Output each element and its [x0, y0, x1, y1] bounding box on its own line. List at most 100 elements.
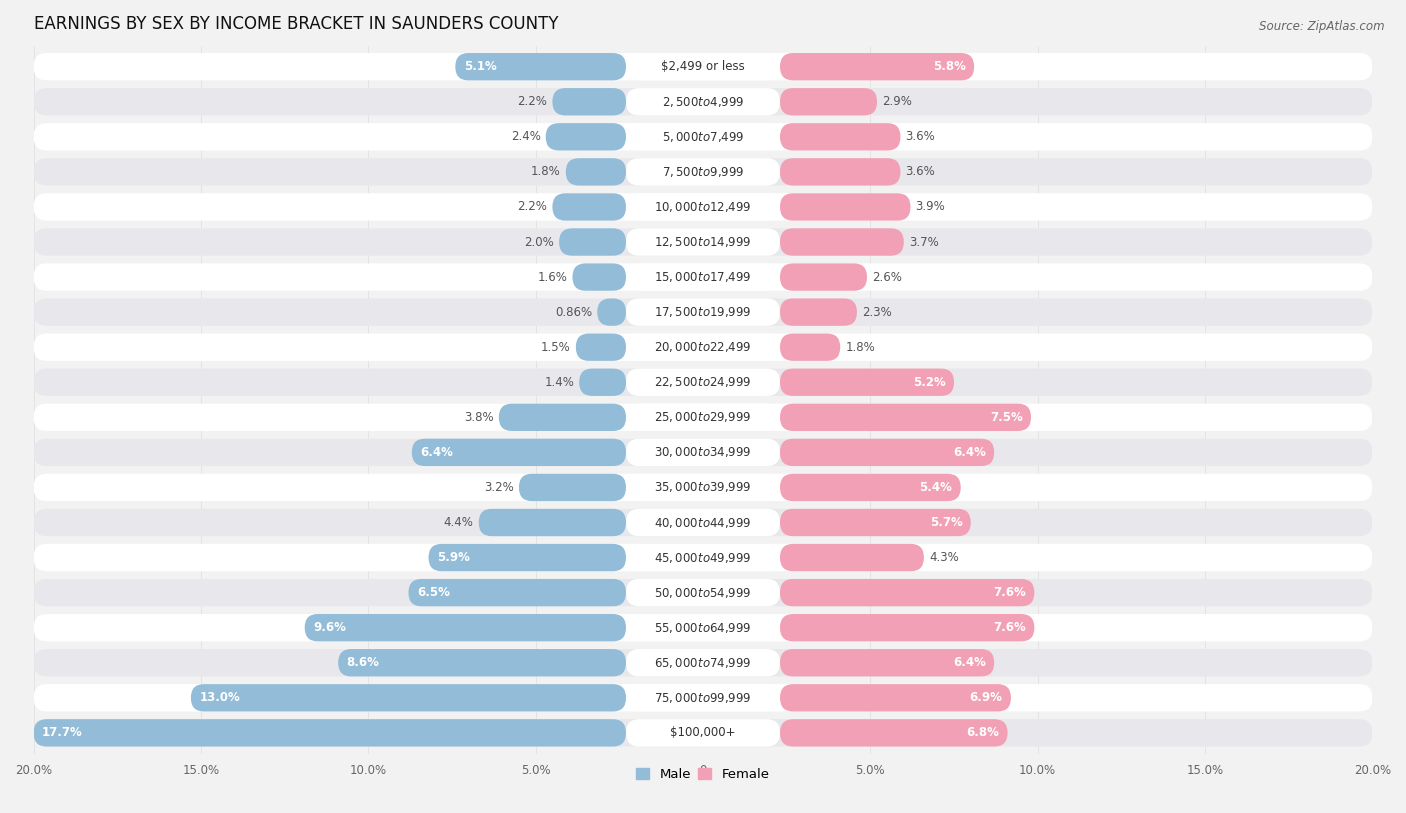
- FancyBboxPatch shape: [409, 579, 626, 606]
- FancyBboxPatch shape: [626, 193, 780, 220]
- FancyBboxPatch shape: [478, 509, 626, 537]
- FancyBboxPatch shape: [456, 53, 626, 80]
- FancyBboxPatch shape: [598, 298, 626, 326]
- Text: 17.7%: 17.7%: [42, 726, 83, 739]
- FancyBboxPatch shape: [780, 53, 974, 80]
- Text: $35,000 to $39,999: $35,000 to $39,999: [654, 480, 752, 494]
- FancyBboxPatch shape: [626, 614, 780, 641]
- Text: 2.0%: 2.0%: [524, 236, 554, 249]
- FancyBboxPatch shape: [780, 368, 955, 396]
- Text: $30,000 to $34,999: $30,000 to $34,999: [654, 446, 752, 459]
- FancyBboxPatch shape: [780, 579, 1035, 606]
- FancyBboxPatch shape: [780, 193, 911, 220]
- FancyBboxPatch shape: [34, 88, 1372, 115]
- FancyBboxPatch shape: [34, 720, 1372, 746]
- FancyBboxPatch shape: [780, 720, 1008, 746]
- Text: $10,000 to $12,499: $10,000 to $12,499: [654, 200, 752, 214]
- Text: $17,500 to $19,999: $17,500 to $19,999: [654, 305, 752, 320]
- Text: 13.0%: 13.0%: [200, 691, 240, 704]
- FancyBboxPatch shape: [34, 649, 1372, 676]
- Text: 1.4%: 1.4%: [544, 376, 574, 389]
- FancyBboxPatch shape: [780, 123, 900, 150]
- FancyBboxPatch shape: [626, 403, 780, 431]
- FancyBboxPatch shape: [34, 53, 1372, 80]
- FancyBboxPatch shape: [780, 509, 970, 537]
- FancyBboxPatch shape: [191, 684, 626, 711]
- Text: $15,000 to $17,499: $15,000 to $17,499: [654, 270, 752, 284]
- Text: $40,000 to $44,999: $40,000 to $44,999: [654, 515, 752, 529]
- FancyBboxPatch shape: [626, 579, 780, 606]
- FancyBboxPatch shape: [626, 333, 780, 361]
- FancyBboxPatch shape: [34, 193, 1372, 220]
- Text: $100,000+: $100,000+: [671, 726, 735, 739]
- Text: 3.6%: 3.6%: [905, 130, 935, 143]
- Text: 2.3%: 2.3%: [862, 306, 891, 319]
- FancyBboxPatch shape: [626, 298, 780, 326]
- Text: 5.8%: 5.8%: [932, 60, 966, 73]
- Text: 3.6%: 3.6%: [905, 165, 935, 178]
- Text: $2,499 or less: $2,499 or less: [661, 60, 745, 73]
- FancyBboxPatch shape: [626, 123, 780, 150]
- FancyBboxPatch shape: [34, 720, 626, 746]
- Text: 1.5%: 1.5%: [541, 341, 571, 354]
- FancyBboxPatch shape: [34, 123, 1372, 150]
- FancyBboxPatch shape: [565, 159, 626, 185]
- Text: 5.2%: 5.2%: [912, 376, 946, 389]
- Text: 2.2%: 2.2%: [517, 201, 547, 214]
- Text: 9.6%: 9.6%: [314, 621, 346, 634]
- Text: EARNINGS BY SEX BY INCOME BRACKET IN SAUNDERS COUNTY: EARNINGS BY SEX BY INCOME BRACKET IN SAU…: [34, 15, 558, 33]
- FancyBboxPatch shape: [780, 439, 994, 466]
- Text: 5.9%: 5.9%: [437, 551, 470, 564]
- FancyBboxPatch shape: [34, 684, 1372, 711]
- Text: 6.4%: 6.4%: [953, 656, 986, 669]
- FancyBboxPatch shape: [499, 403, 626, 431]
- FancyBboxPatch shape: [626, 53, 780, 80]
- FancyBboxPatch shape: [519, 474, 626, 501]
- FancyBboxPatch shape: [780, 298, 858, 326]
- FancyBboxPatch shape: [626, 88, 780, 115]
- FancyBboxPatch shape: [626, 474, 780, 501]
- FancyBboxPatch shape: [626, 439, 780, 466]
- Text: 1.6%: 1.6%: [537, 271, 568, 284]
- FancyBboxPatch shape: [553, 193, 626, 220]
- FancyBboxPatch shape: [780, 333, 841, 361]
- Text: $45,000 to $49,999: $45,000 to $49,999: [654, 550, 752, 564]
- FancyBboxPatch shape: [34, 403, 1372, 431]
- Text: $7,500 to $9,999: $7,500 to $9,999: [662, 165, 744, 179]
- FancyBboxPatch shape: [34, 333, 1372, 361]
- FancyBboxPatch shape: [780, 544, 924, 572]
- Text: 7.5%: 7.5%: [990, 411, 1022, 424]
- FancyBboxPatch shape: [34, 298, 1372, 326]
- FancyBboxPatch shape: [34, 228, 1372, 255]
- Text: 2.9%: 2.9%: [882, 95, 912, 108]
- Text: 3.8%: 3.8%: [464, 411, 494, 424]
- Text: $12,500 to $14,999: $12,500 to $14,999: [654, 235, 752, 249]
- Text: $25,000 to $29,999: $25,000 to $29,999: [654, 411, 752, 424]
- Text: 7.6%: 7.6%: [993, 586, 1026, 599]
- FancyBboxPatch shape: [305, 614, 626, 641]
- FancyBboxPatch shape: [626, 509, 780, 537]
- FancyBboxPatch shape: [34, 263, 1372, 291]
- Text: $5,000 to $7,499: $5,000 to $7,499: [662, 130, 744, 144]
- FancyBboxPatch shape: [780, 403, 1031, 431]
- Text: 2.4%: 2.4%: [510, 130, 541, 143]
- Text: 0.86%: 0.86%: [555, 306, 592, 319]
- Text: 6.4%: 6.4%: [953, 446, 986, 459]
- Text: 5.7%: 5.7%: [929, 516, 963, 529]
- Text: 2.6%: 2.6%: [872, 271, 901, 284]
- FancyBboxPatch shape: [576, 333, 626, 361]
- Text: 7.6%: 7.6%: [993, 621, 1026, 634]
- FancyBboxPatch shape: [429, 544, 626, 572]
- FancyBboxPatch shape: [34, 439, 1372, 466]
- FancyBboxPatch shape: [553, 88, 626, 115]
- FancyBboxPatch shape: [572, 263, 626, 291]
- FancyBboxPatch shape: [626, 649, 780, 676]
- FancyBboxPatch shape: [626, 544, 780, 572]
- FancyBboxPatch shape: [780, 684, 1011, 711]
- FancyBboxPatch shape: [34, 509, 1372, 537]
- FancyBboxPatch shape: [626, 263, 780, 291]
- Text: $50,000 to $54,999: $50,000 to $54,999: [654, 585, 752, 600]
- FancyBboxPatch shape: [560, 228, 626, 255]
- Text: 6.8%: 6.8%: [966, 726, 1000, 739]
- FancyBboxPatch shape: [780, 649, 994, 676]
